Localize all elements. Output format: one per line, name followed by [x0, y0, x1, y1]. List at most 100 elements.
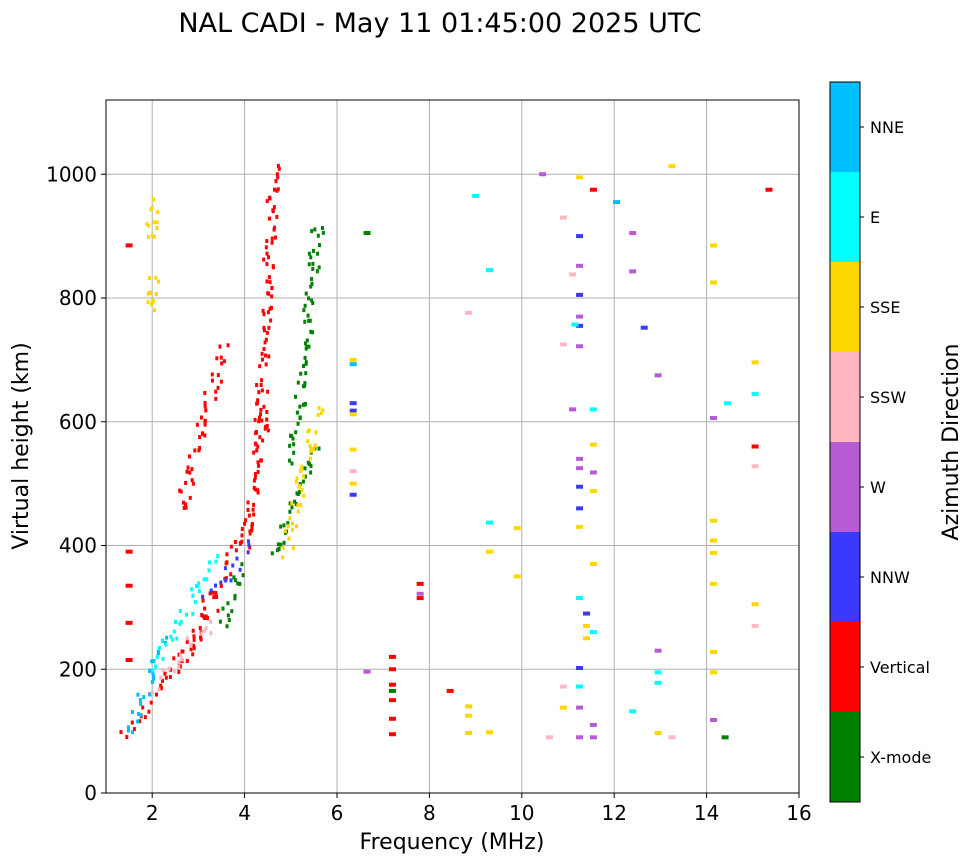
echo-point-e [207, 568, 211, 573]
echo-point-sse [154, 275, 158, 280]
echo-point-nne [148, 692, 152, 697]
echo-point-nnw [224, 578, 228, 583]
y-tick-label: 200 [59, 657, 97, 681]
echo-point-x-mode [233, 593, 237, 598]
echo-point-vertical [265, 417, 269, 422]
echo-point-vertical [256, 490, 260, 495]
echo-point-vertical [264, 362, 268, 367]
echo-point-vertical [388, 667, 396, 672]
echo-point-x-mode [288, 443, 292, 448]
echo-point-vertical [214, 396, 218, 401]
echo-point-e [155, 654, 159, 659]
echo-point-vertical [229, 572, 233, 577]
echo-point-vertical [274, 179, 278, 184]
echo-point-vertical [268, 280, 272, 285]
echo-point-x-mode [315, 269, 319, 274]
echo-point-x-mode [233, 578, 237, 583]
echo-point-nnw [349, 401, 357, 406]
echo-point-sse [150, 205, 154, 210]
echo-point-vertical [260, 357, 264, 362]
echo-point-nnw [238, 567, 242, 572]
echo-point-e [216, 554, 220, 559]
echo-point-vertical [254, 472, 258, 477]
echo-point-sse [152, 197, 156, 202]
echo-point-ssw [559, 215, 567, 220]
echo-point-nnw [349, 408, 357, 413]
echo-point-vertical [388, 732, 396, 737]
echo-point-vertical [416, 596, 424, 601]
x-axis-label: Frequency (MHz) [360, 830, 545, 855]
echo-point-vertical [265, 251, 269, 256]
echo-point-x-mode [317, 243, 321, 248]
echo-point-e [205, 577, 209, 582]
echo-point-ssw [751, 464, 759, 469]
echo-point-nne [130, 730, 134, 735]
echo-point-x-mode [306, 313, 310, 318]
echo-point-vertical [276, 175, 280, 180]
echo-point-vertical [247, 513, 251, 518]
echo-point-e [195, 583, 199, 588]
colorbar-swatch-x-mode [830, 712, 860, 802]
echo-point-vertical [216, 608, 220, 613]
echo-point-vertical [203, 418, 207, 423]
echo-point-ssw [180, 657, 184, 662]
echo-point-sse [513, 574, 521, 579]
y-axis-label: Virtual height (km) [9, 342, 34, 549]
echo-point-sse [146, 234, 150, 239]
echo-point-nnw [246, 539, 250, 544]
echo-point-e [175, 636, 179, 641]
colorbar: X-mode Vertical NNW W SSW SSE E NNE [829, 81, 931, 803]
echo-point-w [576, 735, 584, 740]
echo-point-ssw [172, 669, 176, 674]
echo-point-x-mode [309, 329, 313, 334]
echo-point-nnw [247, 543, 251, 548]
echo-point-vertical [222, 359, 226, 364]
x-axis-ticks: 2 4 6 8 10 12 14 16 [146, 793, 812, 825]
echo-point-x-mode [276, 542, 280, 547]
echo-point-vertical [265, 199, 269, 204]
echo-point-nnw [640, 325, 648, 330]
echo-point-e [751, 391, 759, 396]
echo-point-vertical [266, 255, 270, 260]
echo-point-sse [710, 550, 718, 555]
echo-point-nne [165, 635, 169, 640]
echo-point-vertical [275, 214, 279, 219]
echo-point-ssw [161, 667, 165, 672]
grid-lines [106, 100, 800, 794]
echo-point-x-mode [311, 300, 315, 305]
echo-point-x-mode [363, 231, 371, 236]
colorbar-swatch-w [830, 442, 860, 532]
echo-point-vertical [181, 649, 185, 654]
echo-point-vertical [257, 463, 261, 468]
echo-point-sse [582, 636, 590, 641]
echo-point-vertical [188, 495, 192, 500]
echo-point-nne [142, 695, 146, 700]
echo-point-sse [290, 501, 294, 506]
echo-point-x-mode [311, 261, 315, 266]
echo-point-e [178, 609, 182, 614]
echo-point-w [576, 314, 584, 319]
echo-point-x-mode [309, 255, 313, 260]
echo-point-e [589, 630, 597, 635]
echo-point-vertical [266, 389, 270, 394]
echo-point-vertical [215, 595, 219, 600]
echo-point-vertical [125, 243, 133, 248]
echo-point-nne [349, 362, 357, 367]
echo-point-vertical [260, 351, 264, 356]
echo-point-x-mode [294, 502, 298, 507]
echo-point-x-mode [301, 479, 305, 484]
echo-point-e [161, 656, 165, 661]
echo-point-ssw [668, 735, 676, 740]
echo-point-sse [145, 222, 149, 227]
echo-point-vertical [257, 419, 261, 424]
echo-point-vertical [271, 209, 275, 214]
echo-point-nne [139, 701, 143, 706]
echo-point-vertical [191, 481, 195, 486]
echo-point-nnw [209, 588, 213, 593]
echo-point-vertical [260, 378, 264, 383]
echo-point-vertical [141, 705, 145, 710]
echo-point-sse [654, 730, 662, 735]
echo-point-vertical [234, 548, 238, 553]
y-tick-label: 400 [59, 534, 97, 558]
echo-point-w [569, 407, 577, 412]
